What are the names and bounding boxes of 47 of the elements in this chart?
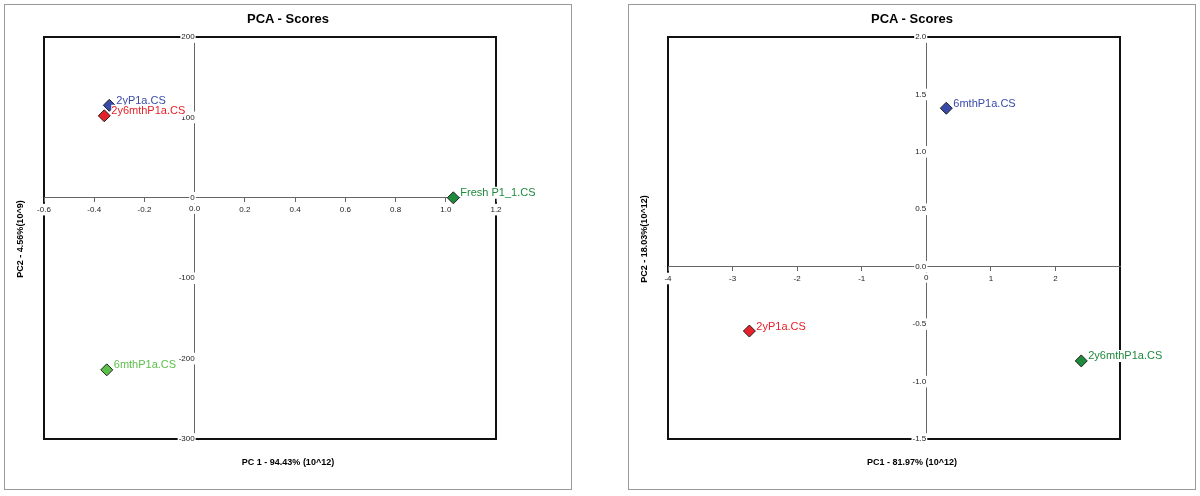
y-tick-label: -100 — [178, 273, 196, 283]
x-axis-title: PC1 - 81.97% (10^12) — [867, 457, 957, 467]
y-tick-label: 1.0 — [915, 147, 927, 157]
y-tick-label: -1.0 — [912, 376, 927, 386]
y-tick-label: -1.5 — [912, 434, 927, 444]
point — [446, 191, 460, 205]
y-tick-label: 2.0 — [915, 32, 927, 42]
x-tick-label: 1 — [988, 273, 994, 283]
x-tick-label: -3 — [729, 273, 737, 283]
chart-title: PCA - Scores — [871, 11, 953, 28]
series-label: 2yP1a.CS — [756, 319, 806, 332]
point — [1074, 354, 1088, 368]
x-axis-title: PC 1 - 94.43% (10^12) — [241, 457, 335, 467]
y-tick-label: 0.0 — [915, 261, 927, 271]
x-tick-label: -0.4 — [87, 204, 102, 214]
chart-title: PCA - Scores — [247, 11, 329, 28]
series-label: 2yP1a.CS — [116, 93, 166, 106]
x-tick-label: -4 — [664, 273, 673, 283]
x-tick-label: 0.4 — [289, 204, 302, 214]
series-label: Fresh P1_1.CS — [460, 186, 536, 199]
y-tick-label: 200 — [181, 32, 196, 42]
point — [97, 109, 111, 123]
point — [100, 363, 114, 377]
point — [742, 324, 756, 338]
y-axis-title: PC2 - 18.03%(10^12) — [639, 195, 649, 283]
x-tick-label: -1 — [858, 273, 866, 283]
x-tick-label: 0.2 — [239, 204, 251, 214]
x-tick-label: 0.6 — [339, 204, 352, 214]
series-label: 6mthP1a.CS — [953, 96, 1016, 109]
y-tick-label: 0.5 — [915, 204, 927, 214]
point — [939, 101, 953, 115]
series-label: 2y6mthP1a.CS — [111, 104, 186, 117]
y-axis-title: PC2 - 4.56%(10^9) — [15, 200, 26, 278]
y-tick-label: 0 — [190, 193, 196, 202]
x-tick-label: -0.6 — [37, 204, 52, 214]
x-tick-label: 0.8 — [389, 204, 402, 214]
series-label: 6mthP1a.CS — [113, 358, 177, 371]
y-tick-label: -200 — [178, 353, 196, 363]
y-tick-label: -300 — [178, 434, 196, 444]
x-tick-label: 1.2 — [490, 204, 503, 214]
x-tick-label: 2 — [1053, 273, 1059, 283]
y-tick-label: -0.5 — [912, 319, 927, 329]
x-tick-label: 1.0 — [440, 204, 452, 214]
x-tick-label: -2 — [793, 273, 802, 283]
x-tick-label: -0.2 — [137, 204, 152, 214]
series-label: 2y6mthP1a.CS — [1088, 349, 1163, 362]
y-tick-label: 1.5 — [915, 89, 927, 99]
